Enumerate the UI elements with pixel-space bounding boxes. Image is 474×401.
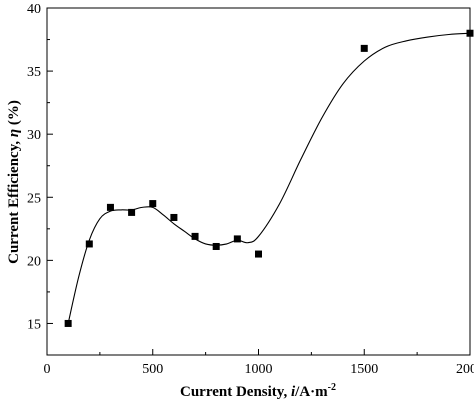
y-tick-label: 30 [27,128,41,143]
y-tick-label: 40 [27,2,41,17]
y-tick-label: 25 [27,191,41,206]
data-point [255,250,262,258]
data-point [85,240,93,248]
data-points-layer [64,29,474,327]
x-axis-title: Current Density, i/A·m-2 [180,382,336,400]
data-point [149,200,157,208]
plot-frame [46,7,471,356]
x-axis-ticks: 0 500 1000 1500 2000 [44,349,474,377]
y-tick-label: 15 [27,317,41,332]
data-point [212,242,220,250]
x-tick-label: 2000 [456,362,474,377]
fit-curve-layer [67,32,471,324]
y-axis-title: Current Efficiency, η (%) [6,100,22,264]
data-point [360,44,368,52]
x-tick-label: 0 [44,362,51,377]
x-tick-label: 1000 [245,362,273,377]
x-tick-label: 1500 [350,362,378,377]
data-point [64,319,72,327]
data-point [170,213,178,221]
data-point [233,235,241,243]
data-point [191,232,199,240]
y-tick-label: 20 [27,254,41,269]
x-tick-label: 500 [142,362,163,377]
data-point [128,208,136,216]
fit-curve [67,32,471,324]
y-tick-label: 35 [27,65,41,80]
y-axis-ticks: 15 20 25 30 35 40 [27,2,53,356]
data-point [466,29,474,37]
data-point [106,203,114,211]
